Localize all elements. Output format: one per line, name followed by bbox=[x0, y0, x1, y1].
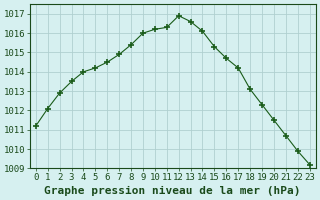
X-axis label: Graphe pression niveau de la mer (hPa): Graphe pression niveau de la mer (hPa) bbox=[44, 186, 301, 196]
